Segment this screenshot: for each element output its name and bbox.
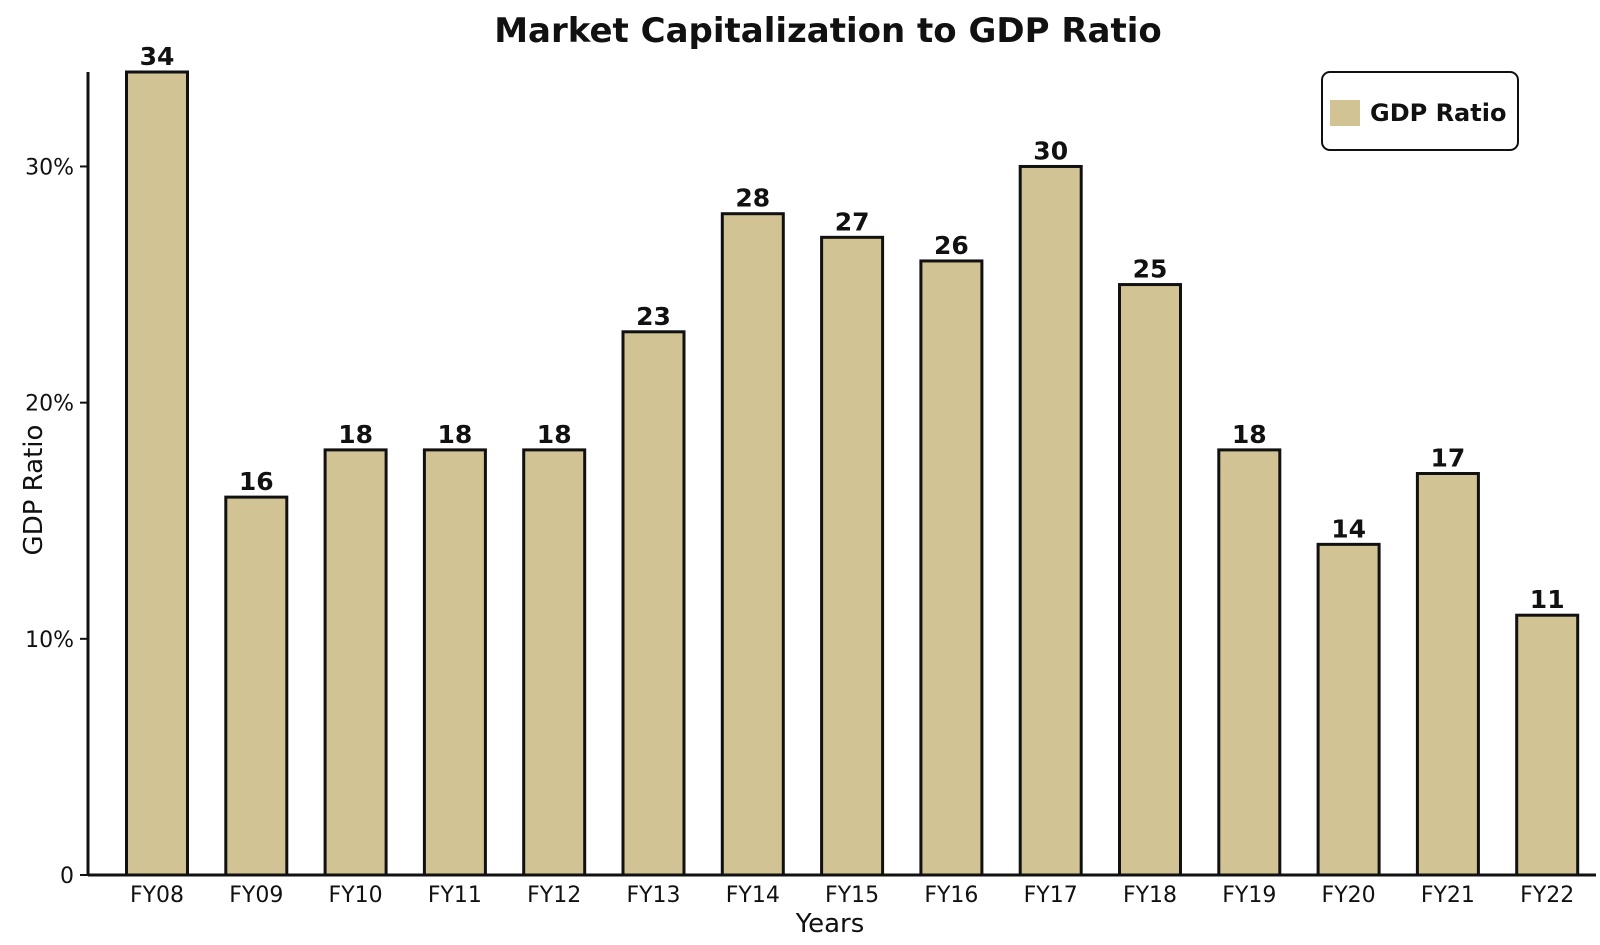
x-tick-label: FY17 (1024, 883, 1078, 908)
bar-value-label: 18 (537, 420, 572, 449)
x-tick-label: FY18 (1123, 883, 1177, 908)
bar-fy11 (422, 448, 487, 877)
bar-value-label: 18 (438, 420, 473, 449)
bar-value-label: 26 (934, 231, 969, 260)
x-tick-label: FY14 (726, 883, 780, 908)
bar-fy17 (1018, 164, 1083, 877)
legend-box (1321, 71, 1519, 151)
x-axis-label: Years (795, 909, 865, 939)
bar-fy20 (1316, 542, 1381, 877)
x-tick-label: FY20 (1322, 883, 1376, 908)
y-tick-label: 30% (25, 155, 74, 180)
bar-fy21 (1415, 472, 1480, 877)
x-tick-labels: FY08 FY09 FY10 FY11 FY12 FY13 FY14 FY15 FY16 FY17… (130, 883, 1574, 908)
bar-value-label: 18 (338, 420, 373, 449)
bar-fy14 (720, 212, 785, 877)
x-tick-label: FY12 (527, 883, 581, 908)
y-axis-label: GDP Ratio (19, 425, 49, 556)
x-tick-label: FY16 (924, 883, 978, 908)
bar-value-label: 25 (1133, 255, 1168, 284)
x-tick-label: FY11 (428, 883, 482, 908)
y-tick-label: 0 (60, 864, 74, 889)
x-tick-label: FY10 (329, 883, 383, 908)
bar-value-label: 28 (735, 184, 770, 213)
x-tick-label: FY22 (1520, 883, 1574, 908)
bar-fy08 (125, 70, 189, 877)
bar-value-label: 18 (1232, 420, 1267, 449)
bar-fy22 (1515, 613, 1580, 877)
bar-fy10 (323, 448, 388, 877)
bar-fy15 (820, 235, 885, 877)
bar-value-label: 23 (636, 302, 671, 331)
bar-value-label: 30 (1033, 136, 1068, 165)
x-tick-label: FY09 (229, 883, 283, 908)
bar-fy12 (522, 448, 587, 877)
legend-label: GDP Ratio (1370, 99, 1506, 127)
bar-fy18 (1118, 283, 1182, 877)
bar-fy09 (224, 495, 289, 877)
bar-value-label: 16 (239, 467, 274, 496)
bar-fy16 (919, 259, 984, 877)
bar-fy19 (1217, 448, 1282, 877)
legend-swatch (1330, 100, 1360, 126)
x-tick-label: FY13 (626, 883, 680, 908)
bar-value-label: 14 (1331, 514, 1366, 543)
bar-value-label: 17 (1431, 444, 1466, 473)
x-tick-label: FY19 (1222, 883, 1276, 908)
bar-value-label: 11 (1530, 585, 1565, 614)
x-tick-label: FY21 (1421, 883, 1475, 908)
bars-group (125, 70, 1580, 877)
x-tick-label: FY08 (130, 883, 184, 908)
chart-title: Market Capitalization to GDP Ratio (494, 11, 1162, 51)
legend: GDP Ratio (1321, 71, 1519, 151)
bar-fy13 (621, 330, 686, 877)
x-tick-label: FY15 (825, 883, 879, 908)
y-tick-label: 10% (25, 628, 74, 653)
bar-labels-group: 34 16 18 18 18 23 28 27 26 30 25 18 14 17 11 (140, 42, 1565, 614)
bar-value-label: 27 (835, 207, 870, 236)
bar-value-label: 34 (140, 42, 175, 71)
y-tick-labels: 0 10% 20% 30% (25, 155, 88, 889)
y-tick-label: 20% (25, 392, 74, 417)
